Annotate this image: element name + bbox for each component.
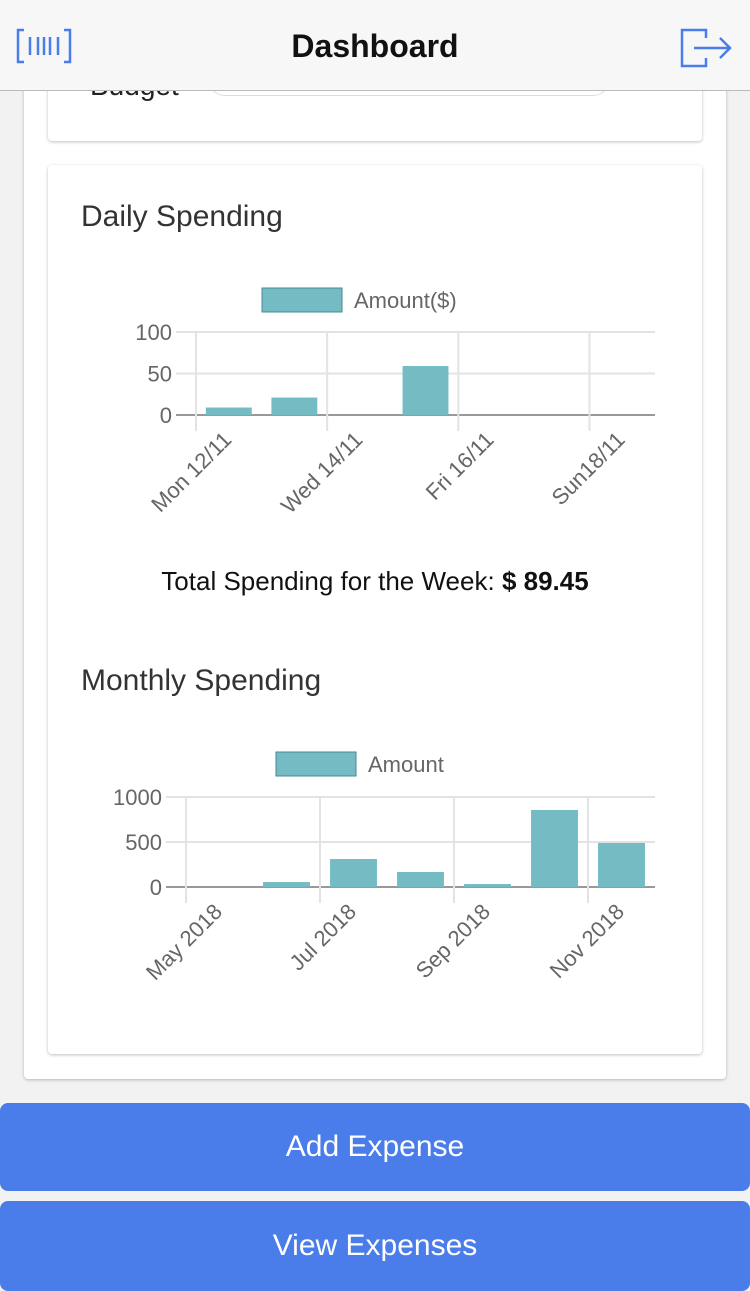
logout-icon[interactable] [680,26,734,70]
y-tick-label: 100 [135,320,172,345]
header: Dashboard [0,0,750,91]
charts-card [48,165,702,1054]
weekly-total-value: $ 89.45 [501,566,589,596]
x-tick-label: May 2018 [141,899,227,985]
x-tick-label: Mon 12/11 [146,427,236,517]
weekly-total-label: Total Spending for the Week: [161,566,495,596]
x-tick-label: Nov 2018 [545,899,629,983]
x-tick-label: Wed 14/11 [276,427,367,518]
bar [397,871,444,887]
bar [205,407,252,415]
legend-swatch [261,287,343,313]
weekly-total: Total Spending for the Week: $ 89.45 [0,566,750,597]
bar [598,842,645,887]
chart: 0 50 100 Mon 12/11 Wed 14/11 Fri 16/11 Sun18/1… [135,287,655,518]
legend-label: Amount($) [354,288,457,313]
add-expense-button[interactable]: Add Expense [0,1103,750,1191]
bar [464,884,511,887]
x-tick-label: Sep 2018 [411,899,495,983]
y-tick-label: 50 [148,362,172,387]
y-tick-label: 0 [150,875,162,900]
x-tick-label: Jul 2018 [285,899,362,976]
y-tick-label: 500 [125,830,162,855]
bar [263,882,310,887]
chart: 0 500 1000 May 2018 Jul 2018 Sep 2018 Nov 2018… [113,751,655,985]
legend-label: Amount [368,752,444,777]
bar [330,859,377,887]
chart-title: Daily Spending [81,200,283,233]
x-tick-label: Sun18/11 [547,427,630,510]
header-title: Dashboard [291,28,459,64]
y-tick-label: 0 [160,403,172,428]
legend-swatch [275,751,357,777]
x-tick-label: Fri 16/11 [421,427,499,505]
barcode-icon[interactable] [16,28,72,64]
bar [402,366,449,415]
bar [531,809,578,887]
view-expenses-button[interactable]: View Expenses [0,1201,750,1291]
bar [271,397,318,415]
y-tick-label: 1000 [113,785,162,810]
chart-title: Monthly Spending [81,664,322,697]
